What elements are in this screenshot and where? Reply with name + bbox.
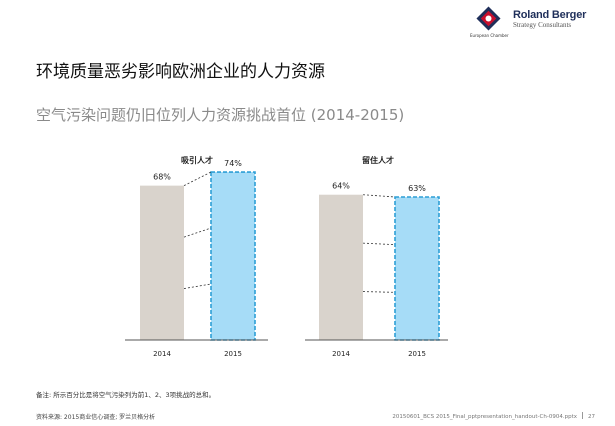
source-note: 资料来源: 2015商业信心调查; 罗兰贝格分析 [36,414,156,421]
bar-1-2015 [394,196,440,341]
roland-berger-logo [476,6,501,31]
tick-label-1-2014: 2014 [332,350,350,358]
brand-tagline: Strategy Consultants [513,21,572,29]
bar-0-2014 [140,185,184,340]
file-name: 20150601_BCS 2015_Final_pptpresentation_… [392,414,577,420]
chamber-label: European Chamber [470,33,509,38]
tick-label-0-2015: 2015 [224,350,242,358]
connector-line-0-1 [183,227,212,238]
tick-label-0-2014: 2014 [153,350,171,358]
footer-divider [582,412,583,419]
data-label-0-2015: 74% [224,159,242,168]
brand-name: Roland Berger [513,9,587,21]
chart-title-1: 留住人才 [362,155,394,165]
connector-line-1-1 [362,242,396,246]
connector-line-0-2 [183,283,212,289]
data-label-1-2014: 64% [332,182,350,191]
page-title: 环境质量恶劣影响欧洲企业的人力资源 [36,62,325,82]
data-label-0-2014: 68% [153,173,171,182]
tick-label-1-2015: 2015 [408,350,426,358]
bar-0-2015 [210,171,256,341]
page-subtitle: 空气污染问题仍旧位列人力资源挑战首位 (2014-2015) [36,106,405,124]
page-number: 27 [588,414,595,420]
data-label-1-2015: 63% [408,184,426,193]
chart-title-0: 吸引人才 [181,155,213,165]
connector-line-0-0 [183,171,212,186]
footer-file-info: 20150601_BCS 2015_Final_pptpresentation_… [392,412,595,420]
connector-line-1-0 [362,194,396,198]
bar-1-2014 [319,194,363,340]
footnote: 备注: 所示百分比是将空气污染列为前1、2、3项挑战的总和。 [36,391,216,399]
connector-line-1-2 [362,291,396,293]
